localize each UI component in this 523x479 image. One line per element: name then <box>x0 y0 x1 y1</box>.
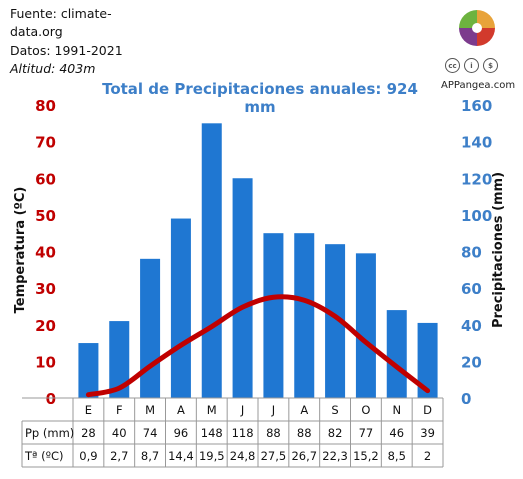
pp-value: 40 <box>112 426 127 440</box>
month-label: J <box>240 403 244 417</box>
left-tick-label: 20 <box>35 317 56 335</box>
pp-value: 88 <box>297 426 312 440</box>
t-value: 26,7 <box>291 449 317 463</box>
left-tick-label: 40 <box>35 244 56 262</box>
t-value: 14,4 <box>168 449 194 463</box>
t-value: 19,5 <box>199 449 225 463</box>
t-value: 24,8 <box>230 449 256 463</box>
month-label: J <box>271 403 275 417</box>
altitude-label: Altitud: <box>10 61 56 76</box>
precip-bar <box>170 218 191 398</box>
pp-value: 39 <box>420 426 435 440</box>
pp-value: 77 <box>359 426 374 440</box>
t-value: 27,5 <box>261 449 287 463</box>
left-tick-label: 70 <box>35 134 56 152</box>
precip-bar <box>263 233 284 398</box>
source-line2: data.org <box>10 24 63 39</box>
t-value: 0,9 <box>79 449 97 463</box>
nc-icon: $ <box>483 58 498 73</box>
left-tick-label: 50 <box>35 207 56 225</box>
precip-bar <box>294 233 315 398</box>
left-tick-label: 0 <box>46 390 56 408</box>
precip-bar <box>386 310 407 398</box>
brand-text: APPangea.com <box>441 80 516 91</box>
pp-value: 148 <box>201 426 223 440</box>
precip-bar <box>201 123 222 398</box>
right-axis-title: Precipitaciones (mm) <box>491 172 506 328</box>
t-row-label: Tª (ºC) <box>24 449 64 463</box>
appangea-logo-icon <box>459 10 495 46</box>
precip-bar <box>232 178 253 398</box>
right-tick-label: 0 <box>461 390 471 408</box>
precip-bar <box>140 258 161 398</box>
pp-value: 118 <box>232 426 254 440</box>
t-value: 15,2 <box>353 449 379 463</box>
t-value: 2,7 <box>110 449 128 463</box>
pp-value: 74 <box>143 426 158 440</box>
chart-title: Total de Precipitaciones anuales: 924 mm <box>102 80 418 116</box>
source-line1: Fuente: climate- <box>10 6 112 21</box>
right-tick-label: 80 <box>461 244 482 262</box>
left-axis-title: Temperatura (ºC) <box>13 187 28 314</box>
precip-bar <box>78 343 99 398</box>
precip-bar <box>417 322 438 398</box>
by-icon: i <box>464 58 479 73</box>
month-label: F <box>116 403 123 417</box>
t-value: 22,3 <box>322 449 348 463</box>
temperature-line <box>85 294 431 398</box>
t-value: 8,5 <box>388 449 406 463</box>
right-tick-label: 140 <box>461 134 492 152</box>
month-label: A <box>300 403 308 417</box>
precip-bar <box>325 244 346 398</box>
right-tick-label: 120 <box>461 170 492 188</box>
altitude: Altitud: 403m <box>10 61 95 77</box>
pp-value: 96 <box>174 426 189 440</box>
precip-bar <box>109 321 130 398</box>
altitude-value: 403m <box>59 61 96 76</box>
month-label: E <box>85 403 92 417</box>
pp-value: 82 <box>328 426 343 440</box>
month-label: M <box>145 403 155 417</box>
pp-row-label: Pp (mm) <box>25 426 74 440</box>
right-tick-label: 160 <box>461 97 492 115</box>
source-line3: Datos: 1991-2021 <box>10 43 123 58</box>
precip-bar <box>355 253 376 398</box>
month-label: S <box>331 403 338 417</box>
cc-icon: cc <box>445 58 460 73</box>
right-tick-label: 60 <box>461 280 482 298</box>
left-tick-label: 80 <box>35 97 56 115</box>
month-label: N <box>392 403 401 417</box>
right-tick-label: 40 <box>461 317 482 335</box>
pp-value: 88 <box>266 426 281 440</box>
month-label: D <box>423 403 432 417</box>
pp-value: 28 <box>81 426 96 440</box>
t-value: 8,7 <box>141 449 159 463</box>
pp-value: 46 <box>389 426 404 440</box>
month-label: O <box>361 403 370 417</box>
left-tick-label: 10 <box>35 353 56 371</box>
month-label: A <box>177 403 185 417</box>
left-tick-label: 30 <box>35 280 56 298</box>
left-tick-label: 60 <box>35 170 56 188</box>
right-tick-label: 20 <box>461 353 482 371</box>
month-label: M <box>207 403 217 417</box>
right-tick-label: 100 <box>461 207 492 225</box>
t-value: 2 <box>424 449 431 463</box>
